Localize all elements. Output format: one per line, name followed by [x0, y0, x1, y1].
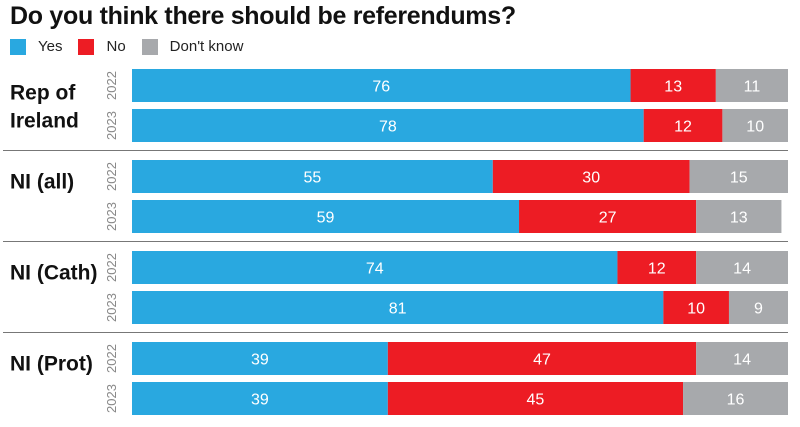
bar-segment-dont-know [696, 342, 788, 375]
legend: Yes No Don't know [10, 38, 259, 55]
data-label-yes: 55 [304, 170, 322, 187]
group-label: NI (all) [10, 171, 74, 194]
year-label: 2023 [104, 293, 119, 322]
bar-segment-dont-know [696, 200, 782, 233]
bar-segment-yes [132, 160, 493, 193]
legend-swatch-no [78, 38, 95, 55]
bar-segment-dont-know [722, 109, 788, 142]
data-label-no: 45 [527, 392, 545, 409]
data-label-dont-know: 14 [733, 261, 751, 278]
year-label: 2022 [104, 344, 119, 373]
data-label-dont-know: 16 [727, 392, 745, 409]
data-label-dont-know: 10 [746, 119, 764, 136]
bar-segment-dont-know [715, 69, 788, 102]
year-label: 2022 [104, 71, 119, 100]
legend-swatch-dont-know [141, 38, 158, 55]
bar-segment-yes [132, 382, 388, 415]
data-label-dont-know: 9 [754, 301, 763, 318]
data-label-dont-know: 15 [730, 170, 748, 187]
data-label-no: 47 [533, 352, 551, 369]
data-label-yes: 76 [372, 79, 390, 96]
data-label-no: 12 [674, 119, 692, 136]
bar-segment-no [643, 109, 723, 142]
bar-segment-no [617, 251, 697, 284]
data-label-no: 10 [687, 301, 705, 318]
bar-segment-yes [132, 251, 618, 284]
bar-segment-no [663, 291, 729, 324]
bar-segment-yes [132, 109, 644, 142]
bar-segment-dont-know [696, 251, 788, 284]
bar-segment-no [492, 160, 690, 193]
data-label-yes: 39 [251, 352, 269, 369]
bar-segment-yes [132, 342, 388, 375]
legend-item-no: No [78, 38, 126, 55]
group-label: Ireland [10, 110, 79, 133]
group-label: NI (Prot) [10, 353, 93, 376]
data-label-no: 27 [599, 210, 617, 227]
legend-item-yes: Yes [10, 38, 62, 55]
legend-label-yes: Yes [38, 38, 63, 55]
bar-segment-no [387, 342, 697, 375]
year-label: 2022 [104, 253, 119, 282]
bar-segment-dont-know [683, 382, 788, 415]
data-label-yes: 59 [317, 210, 335, 227]
data-label-no: 13 [664, 79, 682, 96]
legend-swatch-yes [10, 38, 26, 55]
chart-title: Do you think there should be referendums… [10, 2, 516, 30]
group-label: NI (Cath) [10, 262, 98, 285]
data-label-yes: 74 [366, 261, 384, 278]
data-label-yes: 78 [379, 119, 397, 136]
bar-segment-dont-know [728, 291, 788, 324]
legend-item-dont-know: Don't know [141, 38, 244, 55]
data-label-dont-know: 11 [744, 79, 761, 96]
data-label-dont-know: 13 [730, 210, 748, 227]
group-label: Rep of [10, 82, 76, 105]
year-label: 2023 [104, 111, 119, 140]
bar-segment-yes [132, 200, 520, 233]
data-label-no: 30 [582, 170, 600, 187]
legend-label-dont-know: Don't know [169, 38, 244, 55]
data-label-yes: 39 [251, 392, 269, 409]
legend-label-no: No [106, 38, 126, 55]
bar-segment-no [630, 69, 716, 102]
data-label-no: 12 [648, 261, 666, 278]
year-label: 2022 [104, 162, 119, 191]
bar-segment-dont-know [689, 160, 788, 193]
data-label-dont-know: 14 [733, 352, 751, 369]
bar-segment-yes [132, 69, 631, 102]
data-label-yes: 81 [389, 301, 407, 318]
bar-segment-no [519, 200, 697, 233]
bar-segment-no [387, 382, 684, 415]
year-label: 2023 [104, 202, 119, 231]
bar-segment-yes [132, 291, 664, 324]
year-label: 2023 [104, 384, 119, 413]
